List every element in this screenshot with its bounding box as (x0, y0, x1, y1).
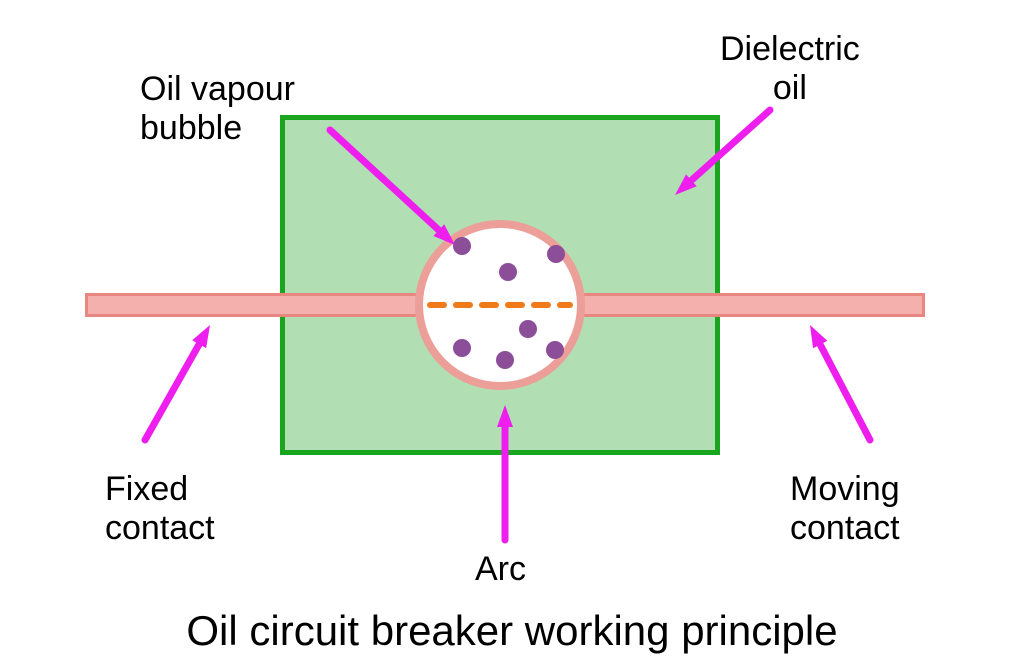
label-fixed-contact: Fixed contact (105, 470, 215, 548)
label-oil-vapour: Oil vapour bubble (140, 70, 295, 148)
label-moving-contact: Moving contact (790, 470, 900, 548)
label-dielectric: Dielectric oil (720, 30, 860, 108)
diagram-stage: Oil vapour bubble Dielectric oil Fixed c… (0, 0, 1024, 672)
label-arc: Arc (475, 550, 526, 589)
diagram-title: Oil circuit breaker working principle (0, 607, 1024, 655)
